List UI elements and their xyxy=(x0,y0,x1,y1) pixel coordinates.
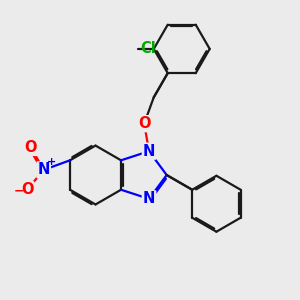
Text: Cl: Cl xyxy=(140,41,156,56)
Text: O: O xyxy=(21,182,33,197)
Text: N: N xyxy=(143,191,155,206)
Text: −: − xyxy=(14,185,24,198)
Text: +: + xyxy=(47,157,57,166)
Text: N: N xyxy=(38,162,50,177)
Text: O: O xyxy=(138,116,150,131)
Text: N: N xyxy=(143,144,155,159)
Text: O: O xyxy=(25,140,37,155)
